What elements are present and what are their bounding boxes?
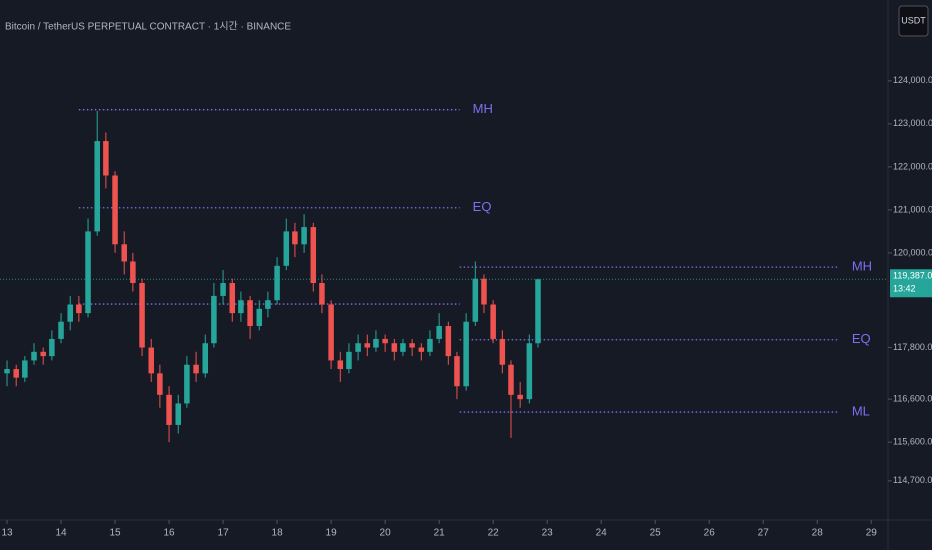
last-price-box [890, 269, 932, 298]
level-label: MH [852, 259, 872, 274]
candle-body [85, 231, 91, 314]
candle-body [193, 364, 199, 374]
x-tick-label: 27 [758, 528, 770, 539]
candle-body [238, 300, 244, 314]
candle-body [274, 265, 280, 301]
candle-body [94, 141, 100, 232]
candle-body [436, 326, 442, 339]
candle-body [328, 304, 334, 361]
x-tick-label: 26 [704, 528, 716, 539]
candle-body [31, 351, 37, 361]
candle-body [139, 283, 145, 348]
candle-body [13, 369, 19, 378]
x-tick-label: 14 [55, 528, 67, 539]
y-tick-label: 117,800.0 [893, 342, 932, 352]
x-tick-label: 22 [488, 528, 500, 539]
y-tick-label: 123,000.0 [893, 118, 932, 128]
level-label: EQ [473, 199, 492, 214]
candle-body [184, 364, 190, 404]
candle-body [481, 278, 487, 305]
candle-body [265, 300, 271, 309]
x-tick-label: 21 [434, 528, 446, 539]
candle-body [355, 343, 361, 352]
y-tick-label: 121,000.0 [893, 204, 932, 214]
candle-body [121, 244, 127, 262]
candle-body [364, 343, 371, 348]
x-tick-label: 25 [650, 528, 662, 539]
level-label: MH [473, 101, 493, 116]
candle-body [310, 227, 317, 284]
candle-body [418, 347, 425, 352]
candle-body [463, 321, 469, 387]
candle-body [148, 347, 154, 374]
currency-button[interactable] [898, 5, 929, 37]
x-tick-label: 29 [866, 528, 878, 539]
candle-body [382, 338, 388, 344]
x-tick-label: 19 [326, 528, 338, 539]
candle-body [157, 373, 163, 395]
level-label: ML [852, 403, 870, 418]
x-tick-label: 24 [596, 528, 608, 539]
candle-body [319, 283, 325, 305]
y-tick-label: 116,600.0 [893, 394, 932, 404]
x-tick-label: 28 [812, 528, 824, 539]
x-tick-label: 18 [272, 528, 284, 539]
candle-body [49, 338, 55, 357]
candle-body [58, 321, 64, 339]
y-tick-label: 120,000.0 [893, 247, 932, 257]
candle-body [130, 261, 136, 284]
x-tick-label: 16 [164, 528, 176, 539]
candle-body [346, 351, 352, 370]
candle-body [508, 364, 514, 395]
candle-body [229, 283, 236, 314]
candle-body [67, 304, 73, 322]
candle-body [103, 141, 109, 176]
candle-body [292, 231, 298, 245]
x-tick-label: 23 [542, 528, 554, 539]
candle-body [301, 227, 307, 245]
candle-body [391, 343, 398, 352]
x-tick-label: 17 [218, 528, 230, 539]
candle-body [76, 304, 82, 314]
candle-body [22, 360, 28, 378]
candle-body [112, 175, 118, 245]
candle-body [427, 338, 433, 352]
candle-body [166, 394, 172, 425]
candle-body [526, 343, 533, 400]
candle-body [490, 304, 496, 339]
chart-title: Bitcoin / TetherUS PERPETUAL CONTRACT · … [5, 21, 291, 33]
y-tick-label: 122,000.0 [893, 161, 932, 171]
candle-body [40, 351, 46, 357]
candle-body [499, 338, 506, 365]
candle-body [247, 300, 253, 327]
candle-body [256, 308, 263, 327]
level-label: EQ [852, 331, 871, 346]
candle-body [337, 360, 344, 370]
last-price-label: 119,387.0 [893, 271, 932, 281]
candle-body [409, 343, 415, 348]
y-tick-label: 115,600.0 [893, 437, 932, 447]
y-tick-label: 114,700.0 [893, 475, 932, 485]
y-tick-label: 124,000.0 [893, 75, 932, 85]
candle-body [202, 343, 209, 374]
candle-body [445, 326, 452, 357]
candle-body [175, 403, 182, 425]
candle-body [517, 394, 523, 400]
candle-body [400, 343, 406, 352]
candle-body [220, 283, 226, 296]
countdown-label: 13:42 [893, 284, 916, 294]
candle-body [373, 338, 379, 348]
x-tick-label: 13 [1, 528, 13, 539]
candle-body [211, 295, 217, 344]
candle-body [283, 231, 290, 266]
x-tick-label: 15 [109, 528, 121, 539]
candle-body [454, 356, 460, 387]
x-tick-label: 20 [380, 528, 392, 539]
candle-body [535, 279, 541, 344]
candle-body [472, 278, 479, 322]
candle-body [4, 369, 10, 374]
currency-button-label[interactable]: USDT [901, 15, 926, 25]
